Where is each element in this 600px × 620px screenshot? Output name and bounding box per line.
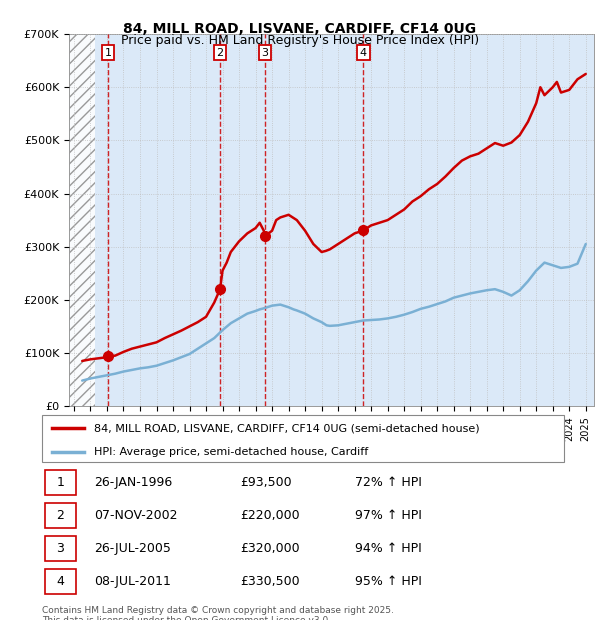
Bar bbox=[69, 34, 95, 406]
Text: Contains HM Land Registry data © Crown copyright and database right 2025.
This d: Contains HM Land Registry data © Crown c… bbox=[42, 606, 394, 620]
Text: 72% ↑ HPI: 72% ↑ HPI bbox=[355, 477, 422, 489]
Text: £93,500: £93,500 bbox=[241, 477, 292, 489]
Text: 2: 2 bbox=[217, 48, 224, 58]
Text: £330,500: £330,500 bbox=[241, 575, 300, 588]
Text: 1: 1 bbox=[104, 48, 112, 58]
Text: 84, MILL ROAD, LISVANE, CARDIFF, CF14 0UG (semi-detached house): 84, MILL ROAD, LISVANE, CARDIFF, CF14 0U… bbox=[94, 423, 480, 433]
Text: £220,000: £220,000 bbox=[241, 510, 300, 522]
Text: 95% ↑ HPI: 95% ↑ HPI bbox=[355, 575, 422, 588]
Text: 07-NOV-2002: 07-NOV-2002 bbox=[94, 510, 178, 522]
Text: 4: 4 bbox=[359, 48, 367, 58]
Text: 94% ↑ HPI: 94% ↑ HPI bbox=[355, 542, 422, 555]
Text: 4: 4 bbox=[56, 575, 64, 588]
Text: 97% ↑ HPI: 97% ↑ HPI bbox=[355, 510, 422, 522]
Text: 3: 3 bbox=[56, 542, 64, 555]
Text: 3: 3 bbox=[262, 48, 268, 58]
Text: 1: 1 bbox=[56, 477, 64, 489]
Text: 26-JAN-1996: 26-JAN-1996 bbox=[94, 477, 172, 489]
Bar bbox=[44, 471, 76, 495]
Text: 26-JUL-2005: 26-JUL-2005 bbox=[94, 542, 171, 555]
Text: 84, MILL ROAD, LISVANE, CARDIFF, CF14 0UG: 84, MILL ROAD, LISVANE, CARDIFF, CF14 0U… bbox=[124, 22, 476, 36]
Text: £320,000: £320,000 bbox=[241, 542, 300, 555]
Bar bbox=[44, 503, 76, 528]
Text: HPI: Average price, semi-detached house, Cardiff: HPI: Average price, semi-detached house,… bbox=[94, 446, 368, 457]
Bar bbox=[44, 536, 76, 561]
Text: 08-JUL-2011: 08-JUL-2011 bbox=[94, 575, 171, 588]
Bar bbox=[44, 569, 76, 594]
Text: Price paid vs. HM Land Registry's House Price Index (HPI): Price paid vs. HM Land Registry's House … bbox=[121, 34, 479, 47]
Text: 2: 2 bbox=[56, 510, 64, 522]
